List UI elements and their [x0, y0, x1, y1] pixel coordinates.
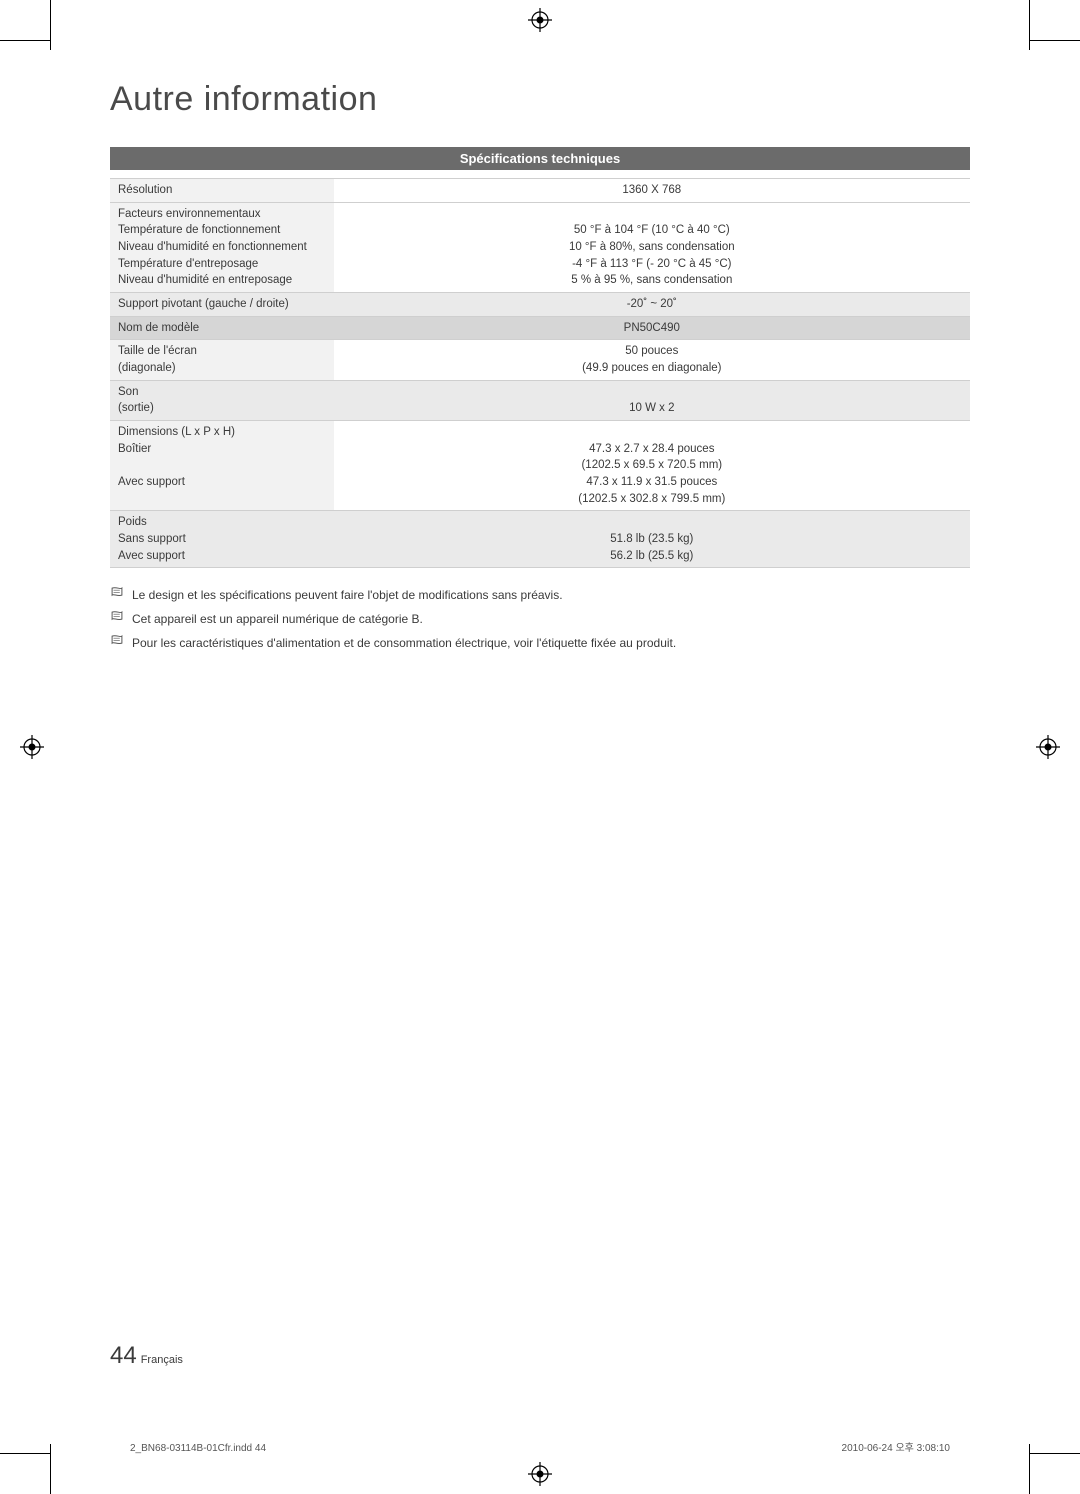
reg-mark-left: [20, 735, 44, 759]
row-label: Poids Sans support Avec support: [110, 511, 334, 568]
reg-mark-top: [528, 8, 552, 32]
note-icon: [110, 632, 126, 656]
note-text: Pour les caractéristiques d'alimentation…: [132, 632, 676, 656]
note-text: Le design et les spécifications peuvent …: [132, 584, 563, 608]
row-label: Son (sortie): [110, 380, 334, 420]
footer-right: 2010-06-24 오후 3:08:10: [842, 1439, 950, 1454]
page-number: 44Français: [110, 1342, 183, 1370]
row-label: Support pivotant (gauche / droite): [110, 293, 334, 317]
footer-left: 2_BN68-03114B-01Cfr.indd 44: [130, 1443, 266, 1454]
row-value: 51.8 lb (23.5 kg) 56.2 lb (25.5 kg): [334, 511, 970, 568]
row-label: Dimensions (L x P x H) Boîtier Avec supp…: [110, 421, 334, 511]
notes: Le design et les spécifications peuvent …: [110, 584, 970, 655]
reg-mark-right: [1036, 735, 1060, 759]
table-row: Son (sortie) 10 W x 2: [110, 380, 970, 420]
note-text: Cet appareil est un appareil numérique d…: [132, 608, 423, 632]
row-value: 1360 X 768: [334, 179, 970, 203]
row-value: PN50C490: [334, 316, 970, 340]
spec-table: Résolution1360 X 768Facteurs environneme…: [110, 178, 970, 568]
note-icon: [110, 608, 126, 632]
note-line: Le design et les spécifications peuvent …: [110, 584, 970, 608]
row-value: 50 pouces (49.9 pouces en diagonale): [334, 340, 970, 380]
table-row: Poids Sans support Avec support 51.8 lb …: [110, 511, 970, 568]
note-line: Cet appareil est un appareil numérique d…: [110, 608, 970, 632]
table-row: Résolution1360 X 768: [110, 179, 970, 203]
row-label: Taille de l'écran (diagonale): [110, 340, 334, 380]
row-label: Facteurs environnementaux Température de…: [110, 202, 334, 292]
row-value: -20˚ ~ 20˚: [334, 293, 970, 317]
reg-mark-bottom: [528, 1462, 552, 1486]
table-row: Dimensions (L x P x H) Boîtier Avec supp…: [110, 421, 970, 511]
row-value: 10 W x 2: [334, 380, 970, 420]
row-label: Nom de modèle: [110, 316, 334, 340]
page-content: Autre information Spécifications techniq…: [110, 80, 970, 1370]
table-row: Nom de modèlePN50C490: [110, 316, 970, 340]
note-line: Pour les caractéristiques d'alimentation…: [110, 632, 970, 656]
row-value: 47.3 x 2.7 x 28.4 pouces (1202.5 x 69.5 …: [334, 421, 970, 511]
row-label: Résolution: [110, 179, 334, 203]
row-value: 50 °F à 104 °F (10 °C à 40 °C) 10 °F à 8…: [334, 202, 970, 292]
table-row: Taille de l'écran (diagonale)50 pouces (…: [110, 340, 970, 380]
note-icon: [110, 584, 126, 608]
section-header: Spécifications techniques: [110, 147, 970, 170]
table-row: Facteurs environnementaux Température de…: [110, 202, 970, 292]
table-row: Support pivotant (gauche / droite)-20˚ ~…: [110, 293, 970, 317]
page-title: Autre information: [110, 80, 970, 119]
